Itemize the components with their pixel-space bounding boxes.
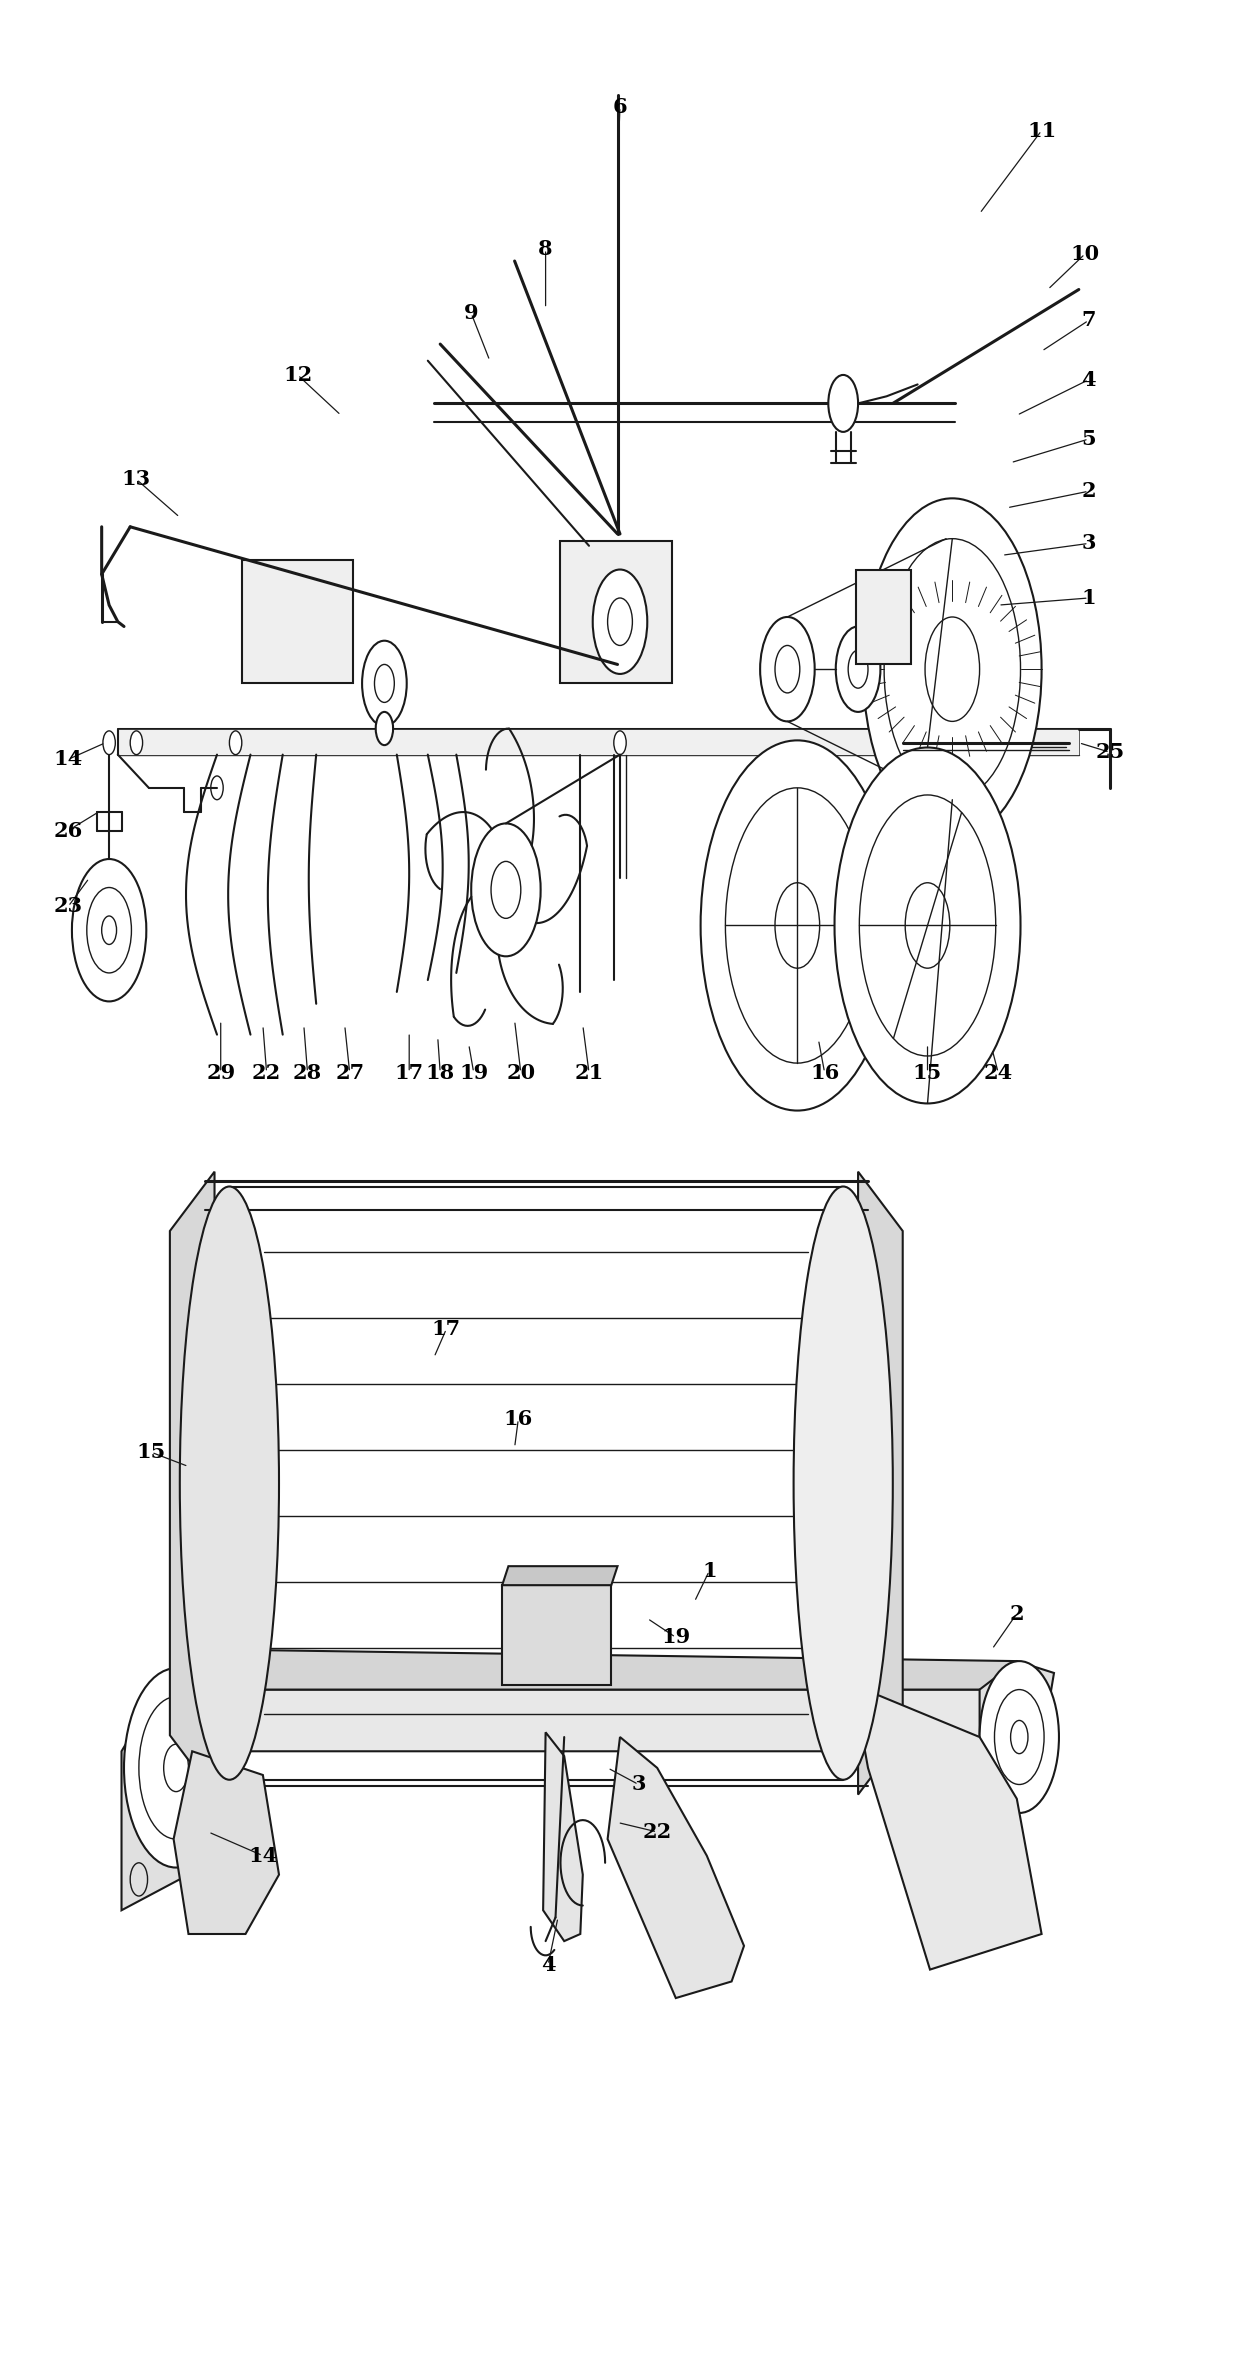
Polygon shape xyxy=(856,570,911,664)
Polygon shape xyxy=(560,541,672,683)
Text: 29: 29 xyxy=(206,1063,236,1082)
Polygon shape xyxy=(170,1172,215,1794)
Circle shape xyxy=(362,641,407,726)
Polygon shape xyxy=(543,1732,583,1941)
Circle shape xyxy=(376,712,393,745)
Text: 6: 6 xyxy=(613,97,627,116)
Text: 27: 27 xyxy=(335,1063,365,1082)
Text: 3: 3 xyxy=(1081,534,1096,553)
Text: 9: 9 xyxy=(464,304,479,323)
Polygon shape xyxy=(174,1751,279,1934)
Text: 4: 4 xyxy=(541,1955,556,1974)
Circle shape xyxy=(760,617,815,721)
Polygon shape xyxy=(502,1585,611,1685)
Text: 17: 17 xyxy=(394,1063,424,1082)
Text: 11: 11 xyxy=(1027,121,1056,140)
Circle shape xyxy=(835,747,1021,1103)
Text: 12: 12 xyxy=(283,365,312,384)
Text: 15: 15 xyxy=(913,1063,942,1082)
Text: 1: 1 xyxy=(1081,589,1096,607)
Polygon shape xyxy=(608,1737,744,1998)
Ellipse shape xyxy=(794,1186,893,1780)
Text: 14: 14 xyxy=(248,1846,278,1865)
Polygon shape xyxy=(161,1690,1017,1751)
Text: 19: 19 xyxy=(661,1628,691,1647)
Circle shape xyxy=(72,859,146,1001)
Polygon shape xyxy=(180,1649,1017,1728)
Text: 3: 3 xyxy=(631,1775,646,1794)
Text: 14: 14 xyxy=(53,750,83,769)
Text: 7: 7 xyxy=(1081,311,1096,330)
Text: 26: 26 xyxy=(53,821,83,840)
Polygon shape xyxy=(858,1172,903,1794)
Circle shape xyxy=(471,823,541,956)
Polygon shape xyxy=(122,1673,205,1910)
Text: 20: 20 xyxy=(506,1063,536,1082)
Text: 16: 16 xyxy=(810,1063,839,1082)
Text: 10: 10 xyxy=(1070,244,1100,263)
Polygon shape xyxy=(980,1661,1054,1784)
Text: 2: 2 xyxy=(1081,482,1096,501)
Text: 5: 5 xyxy=(1081,430,1096,448)
Circle shape xyxy=(701,740,894,1111)
Text: 28: 28 xyxy=(293,1063,322,1082)
Text: 23: 23 xyxy=(53,897,83,916)
Text: 24: 24 xyxy=(983,1063,1013,1082)
Polygon shape xyxy=(242,560,353,683)
Circle shape xyxy=(980,1661,1059,1813)
Text: 22: 22 xyxy=(642,1822,672,1841)
Text: 21: 21 xyxy=(574,1063,604,1082)
Circle shape xyxy=(130,731,143,755)
Text: 2: 2 xyxy=(1009,1604,1024,1623)
Text: 22: 22 xyxy=(252,1063,281,1082)
Circle shape xyxy=(593,570,647,674)
Text: 13: 13 xyxy=(122,470,151,489)
Text: 1: 1 xyxy=(702,1561,717,1580)
Text: 8: 8 xyxy=(538,240,553,259)
Polygon shape xyxy=(853,1685,1042,1970)
Text: 25: 25 xyxy=(1095,743,1125,762)
Text: 16: 16 xyxy=(503,1410,533,1429)
Circle shape xyxy=(836,626,880,712)
Ellipse shape xyxy=(180,1186,279,1780)
Text: 19: 19 xyxy=(459,1063,489,1082)
Circle shape xyxy=(863,498,1042,840)
Circle shape xyxy=(828,375,858,432)
Polygon shape xyxy=(118,729,1079,755)
Circle shape xyxy=(614,731,626,755)
Text: 4: 4 xyxy=(1081,370,1096,389)
Circle shape xyxy=(124,1668,228,1868)
Circle shape xyxy=(229,731,242,755)
Polygon shape xyxy=(502,1566,618,1585)
Text: 17: 17 xyxy=(432,1319,461,1338)
Text: 15: 15 xyxy=(136,1443,166,1462)
Text: 18: 18 xyxy=(425,1063,455,1082)
